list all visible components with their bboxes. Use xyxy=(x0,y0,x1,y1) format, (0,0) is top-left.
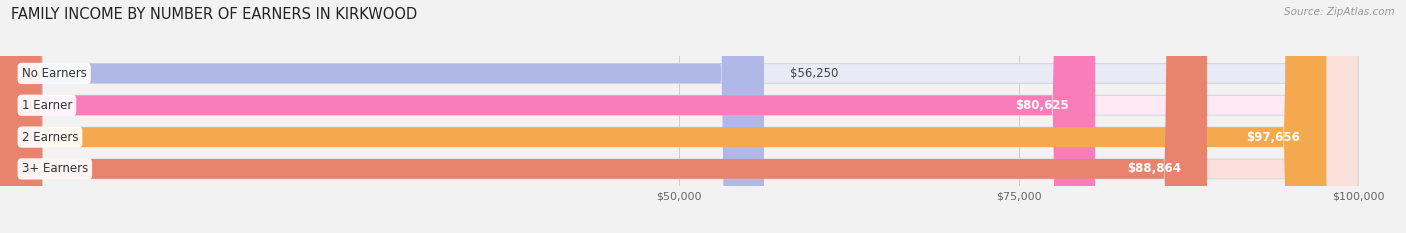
Text: 2 Earners: 2 Earners xyxy=(21,130,79,144)
Text: Source: ZipAtlas.com: Source: ZipAtlas.com xyxy=(1284,7,1395,17)
FancyBboxPatch shape xyxy=(0,0,1358,233)
FancyBboxPatch shape xyxy=(0,0,1358,233)
FancyBboxPatch shape xyxy=(0,0,1358,233)
FancyBboxPatch shape xyxy=(0,0,763,233)
FancyBboxPatch shape xyxy=(0,0,1326,233)
Text: $88,864: $88,864 xyxy=(1126,162,1181,175)
FancyBboxPatch shape xyxy=(0,0,1358,233)
Text: $80,625: $80,625 xyxy=(1015,99,1069,112)
Text: $97,656: $97,656 xyxy=(1247,130,1301,144)
Text: $56,250: $56,250 xyxy=(790,67,838,80)
Text: FAMILY INCOME BY NUMBER OF EARNERS IN KIRKWOOD: FAMILY INCOME BY NUMBER OF EARNERS IN KI… xyxy=(11,7,418,22)
Text: 3+ Earners: 3+ Earners xyxy=(21,162,89,175)
FancyBboxPatch shape xyxy=(0,0,1095,233)
Text: No Earners: No Earners xyxy=(21,67,87,80)
FancyBboxPatch shape xyxy=(0,0,1206,233)
Text: 1 Earner: 1 Earner xyxy=(21,99,72,112)
